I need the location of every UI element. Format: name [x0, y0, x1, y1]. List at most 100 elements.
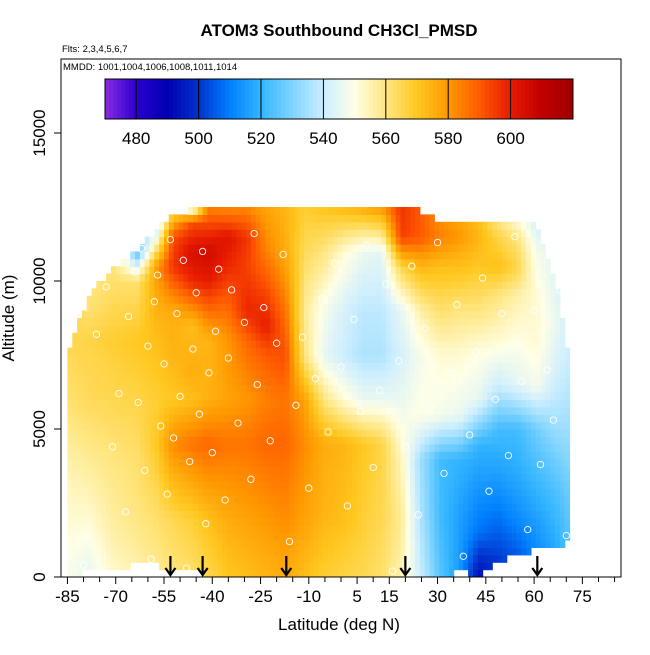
- heatmap-cell: [77, 429, 83, 437]
- heatmap-cell: [395, 318, 402, 326]
- heatmap-cell: [381, 458, 387, 467]
- colorbar-cell: [325, 79, 330, 119]
- heatmap-cell: [506, 421, 513, 430]
- heatmap-cell: [376, 236, 382, 245]
- heatmap-cell: [463, 369, 469, 378]
- heatmap-cell: [448, 244, 455, 252]
- heatmap-cell: [159, 503, 165, 511]
- heatmap-cell: [250, 325, 257, 334]
- heatmap-cell: [323, 554, 329, 563]
- heatmap-cell: [144, 303, 151, 312]
- heatmap-cell: [395, 495, 402, 504]
- heatmap-cell: [521, 340, 527, 349]
- heatmap-cell: [386, 532, 392, 541]
- heatmap-cell: [284, 258, 291, 267]
- heatmap-cell: [193, 532, 199, 541]
- heatmap-cell: [221, 207, 228, 215]
- heatmap-cell: [419, 503, 426, 511]
- heatmap-cell: [173, 414, 179, 423]
- heatmap-cell: [255, 540, 262, 548]
- heatmap-cell: [419, 229, 426, 238]
- heatmap-cell: [540, 377, 546, 386]
- heatmap-cell: [405, 273, 411, 282]
- heatmap-cell: [405, 414, 411, 423]
- heatmap-cell: [101, 281, 107, 289]
- heatmap-cell: [313, 377, 319, 386]
- heatmap-cell: [241, 244, 247, 252]
- heatmap-cell: [250, 466, 257, 474]
- heatmap-cell: [275, 436, 281, 445]
- heatmap-cell: [304, 384, 310, 393]
- heatmap-cell: [318, 421, 324, 430]
- heatmap-cell: [448, 229, 455, 238]
- colorbar-cell: [381, 79, 386, 119]
- heatmap-cell: [506, 244, 513, 252]
- heatmap-cell: [453, 429, 459, 437]
- heatmap-cell: [178, 295, 184, 304]
- heatmap-cell: [521, 525, 527, 534]
- heatmap-cell: [168, 236, 175, 245]
- heatmap-cell: [86, 554, 93, 563]
- heatmap-cell: [135, 532, 141, 541]
- heatmap-cell: [357, 273, 363, 282]
- heatmap-cell: [241, 547, 247, 556]
- heatmap-cell: [400, 525, 406, 534]
- heatmap-cell: [468, 399, 474, 408]
- heatmap-cell: [308, 288, 315, 297]
- heatmap-cell: [96, 355, 102, 363]
- heatmap-cell: [468, 281, 474, 289]
- heatmap-cell: [342, 540, 348, 548]
- heatmap-cell: [333, 406, 339, 415]
- heatmap-cell: [323, 480, 329, 489]
- heatmap-cell: [333, 288, 339, 297]
- heatmap-cell: [473, 251, 479, 260]
- heatmap-cell: [530, 510, 537, 519]
- heatmap-cell: [516, 325, 522, 334]
- heatmap-cell: [250, 399, 257, 408]
- heatmap-cell: [511, 332, 517, 341]
- heatmap-cell: [294, 362, 300, 371]
- heatmap-cell: [96, 458, 102, 467]
- heatmap-cell: [419, 399, 426, 408]
- heatmap-cell: [120, 340, 126, 349]
- heatmap-cell: [202, 303, 208, 312]
- heatmap-cell: [559, 362, 566, 371]
- sample-point: [227, 286, 236, 294]
- heatmap-cell: [492, 369, 498, 378]
- heatmap-cell: [545, 266, 551, 275]
- heatmap-cell: [473, 273, 479, 282]
- heatmap-cell: [511, 466, 517, 474]
- heatmap-cell: [511, 347, 517, 356]
- heatmap-cell: [72, 414, 78, 423]
- heatmap-cell: [342, 421, 348, 430]
- heatmap-cell: [516, 362, 522, 371]
- heatmap-cell: [482, 503, 488, 511]
- sample-point: [198, 247, 207, 256]
- heatmap-cell: [337, 244, 344, 252]
- heatmap-cell: [193, 384, 199, 393]
- heatmap-cell: [159, 288, 165, 297]
- heatmap-cell: [188, 325, 194, 334]
- heatmap-cell: [226, 258, 233, 267]
- heatmap-cell: [395, 473, 402, 482]
- heatmap-cell: [390, 244, 397, 252]
- heatmap-cell: [535, 392, 542, 400]
- heatmap-cell: [357, 221, 363, 230]
- heatmap-cell: [458, 414, 464, 423]
- heatmap-cell: [144, 295, 151, 304]
- heatmap-cell: [241, 340, 247, 349]
- heatmap-cell: [72, 503, 78, 511]
- heatmap-cell: [173, 406, 179, 415]
- heatmap-cell: [120, 414, 126, 423]
- heatmap-cell: [337, 436, 344, 445]
- heatmap-cell: [313, 340, 319, 349]
- heatmap-cell: [289, 488, 295, 497]
- heatmap-cell: [444, 414, 450, 423]
- heatmap-cell: [86, 562, 93, 571]
- heatmap-cell: [347, 443, 353, 452]
- heatmap-cell: [96, 488, 102, 497]
- heatmap-cell: [497, 377, 503, 386]
- heatmap-cell: [410, 488, 416, 497]
- heatmap-cell: [72, 480, 78, 489]
- heatmap-cell: [342, 281, 348, 289]
